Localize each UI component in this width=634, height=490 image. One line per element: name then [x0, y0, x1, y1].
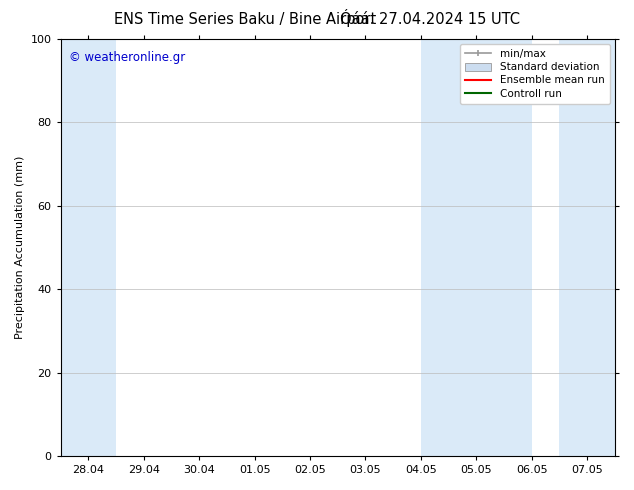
Y-axis label: Precipitation Accumulation (mm): Precipitation Accumulation (mm) [15, 156, 25, 339]
Legend: min/max, Standard deviation, Ensemble mean run, Controll run: min/max, Standard deviation, Ensemble me… [460, 44, 610, 104]
Bar [421, 39, 476, 456]
Bar [559, 39, 615, 456]
Bar [61, 39, 116, 456]
Bar [476, 39, 532, 456]
Text: Óáá. 27.04.2024 15 UTC: Óáá. 27.04.2024 15 UTC [340, 12, 520, 27]
Text: ENS Time Series Baku / Bine Airport: ENS Time Series Baku / Bine Airport [114, 12, 377, 27]
Text: © weatheronline.gr: © weatheronline.gr [69, 51, 185, 64]
